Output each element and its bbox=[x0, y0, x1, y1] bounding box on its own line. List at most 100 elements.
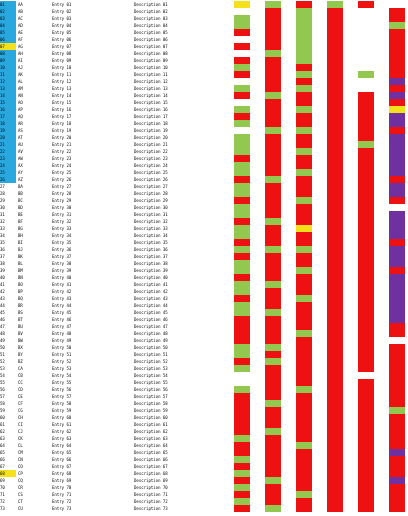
cell: Entry 62 bbox=[52, 429, 72, 434]
status-cell bbox=[327, 435, 343, 442]
table-row: 67 CO Entry 67 Description 67 bbox=[0, 463, 408, 470]
status-cell bbox=[389, 456, 405, 463]
status-cell bbox=[234, 330, 250, 337]
cell: 09 bbox=[0, 57, 16, 64]
cell: Entry 17 bbox=[52, 114, 72, 119]
status-cell bbox=[358, 239, 374, 246]
cell: CQ bbox=[18, 478, 23, 483]
status-cell bbox=[265, 85, 281, 92]
status-cell bbox=[265, 246, 281, 253]
cell: 46 bbox=[0, 316, 16, 323]
table-row: 62 CJ Entry 62 Description 62 bbox=[0, 428, 408, 435]
table-row: 39 BM Entry 39 Description 39 bbox=[0, 267, 408, 274]
status-cell bbox=[265, 414, 281, 421]
cell: 40 bbox=[0, 274, 16, 281]
cell: 14 bbox=[0, 92, 16, 99]
status-cell bbox=[389, 78, 405, 85]
status-cell bbox=[265, 29, 281, 36]
cell: CA bbox=[18, 366, 23, 371]
cell: BD bbox=[18, 205, 23, 210]
status-cell bbox=[327, 288, 343, 295]
status-cell bbox=[234, 120, 250, 127]
cell: BY bbox=[18, 352, 23, 357]
table-row: 47 BU Entry 47 Description 47 bbox=[0, 323, 408, 330]
table-row: 63 CK Entry 63 Description 63 bbox=[0, 435, 408, 442]
status-cell bbox=[234, 484, 250, 491]
cell: 23 bbox=[0, 155, 16, 162]
status-cell bbox=[358, 99, 374, 106]
cell: 54 bbox=[0, 372, 16, 379]
cell: Entry 64 bbox=[52, 443, 72, 448]
table-row: 34 BH Entry 34 Description 34 bbox=[0, 232, 408, 239]
status-cell bbox=[234, 8, 250, 15]
status-cell bbox=[358, 71, 374, 78]
status-cell bbox=[296, 330, 312, 337]
cell: Description 61 bbox=[134, 422, 168, 427]
status-cell bbox=[358, 120, 374, 127]
status-cell bbox=[296, 127, 312, 134]
status-cell bbox=[389, 281, 405, 288]
status-cell bbox=[327, 99, 343, 106]
status-cell bbox=[234, 344, 250, 351]
status-cell bbox=[389, 120, 405, 127]
status-cell bbox=[265, 92, 281, 99]
cell: BF bbox=[18, 219, 23, 224]
cell: Entry 04 bbox=[52, 23, 72, 28]
status-cell bbox=[389, 463, 405, 470]
status-cell bbox=[389, 407, 405, 414]
status-cell bbox=[358, 421, 374, 428]
status-cell bbox=[265, 442, 281, 449]
status-cell bbox=[327, 337, 343, 344]
status-cell bbox=[234, 78, 250, 85]
table-row: 49 BW Entry 49 Description 49 bbox=[0, 337, 408, 344]
cell: Description 18 bbox=[134, 121, 168, 126]
status-cell bbox=[358, 281, 374, 288]
cell: Description 64 bbox=[134, 443, 168, 448]
table-row: 36 BJ Entry 36 Description 36 bbox=[0, 246, 408, 253]
cell: CU bbox=[18, 506, 23, 511]
table-row: 37 BK Entry 37 Description 37 bbox=[0, 253, 408, 260]
status-cell bbox=[389, 155, 405, 162]
status-cell bbox=[327, 407, 343, 414]
cell: AN bbox=[18, 93, 23, 98]
table-row: 56 CD Entry 56 Description 56 bbox=[0, 386, 408, 393]
cell: Entry 29 bbox=[52, 198, 72, 203]
status-cell bbox=[389, 225, 405, 232]
status-cell bbox=[265, 211, 281, 218]
status-cell bbox=[389, 169, 405, 176]
cell: Entry 53 bbox=[52, 366, 72, 371]
status-cell bbox=[234, 134, 250, 141]
cell: 59 bbox=[0, 407, 16, 414]
cell: Description 15 bbox=[134, 100, 168, 105]
cell: 12 bbox=[0, 78, 16, 85]
table-row: 19 AS Entry 19 Description 19 bbox=[0, 127, 408, 134]
status-cell bbox=[265, 330, 281, 337]
cell: Entry 66 bbox=[52, 457, 72, 462]
table-row: 32 BF Entry 32 Description 32 bbox=[0, 218, 408, 225]
status-cell bbox=[234, 71, 250, 78]
status-cell bbox=[296, 288, 312, 295]
status-cell bbox=[389, 421, 405, 428]
table-row: 16 AP Entry 16 Description 16 bbox=[0, 106, 408, 113]
status-cell bbox=[265, 358, 281, 365]
status-cell bbox=[389, 239, 405, 246]
status-cell bbox=[234, 267, 250, 274]
status-cell bbox=[389, 204, 405, 211]
table-row: 22 AV Entry 22 Description 22 bbox=[0, 148, 408, 155]
status-cell bbox=[327, 127, 343, 134]
status-cell bbox=[296, 197, 312, 204]
status-cell bbox=[265, 281, 281, 288]
cell: BO bbox=[18, 282, 23, 287]
cell: 24 bbox=[0, 162, 16, 169]
status-cell bbox=[389, 400, 405, 407]
status-cell bbox=[265, 344, 281, 351]
cell: Description 63 bbox=[134, 436, 168, 441]
status-cell bbox=[358, 372, 374, 379]
cell: CH bbox=[18, 415, 23, 420]
cell: Entry 48 bbox=[52, 331, 72, 336]
cell: Entry 42 bbox=[52, 289, 72, 294]
status-cell bbox=[358, 211, 374, 218]
cell: CF bbox=[18, 401, 23, 406]
status-cell bbox=[358, 260, 374, 267]
status-cell bbox=[327, 1, 343, 8]
